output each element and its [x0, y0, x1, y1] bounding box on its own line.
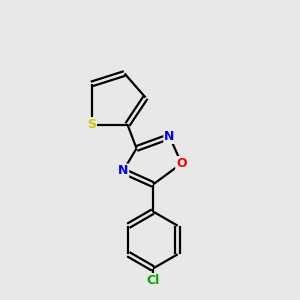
Text: N: N	[164, 130, 175, 143]
Text: S: S	[87, 118, 96, 131]
Text: O: O	[176, 157, 187, 170]
Text: Cl: Cl	[146, 274, 160, 287]
Text: N: N	[118, 164, 128, 178]
